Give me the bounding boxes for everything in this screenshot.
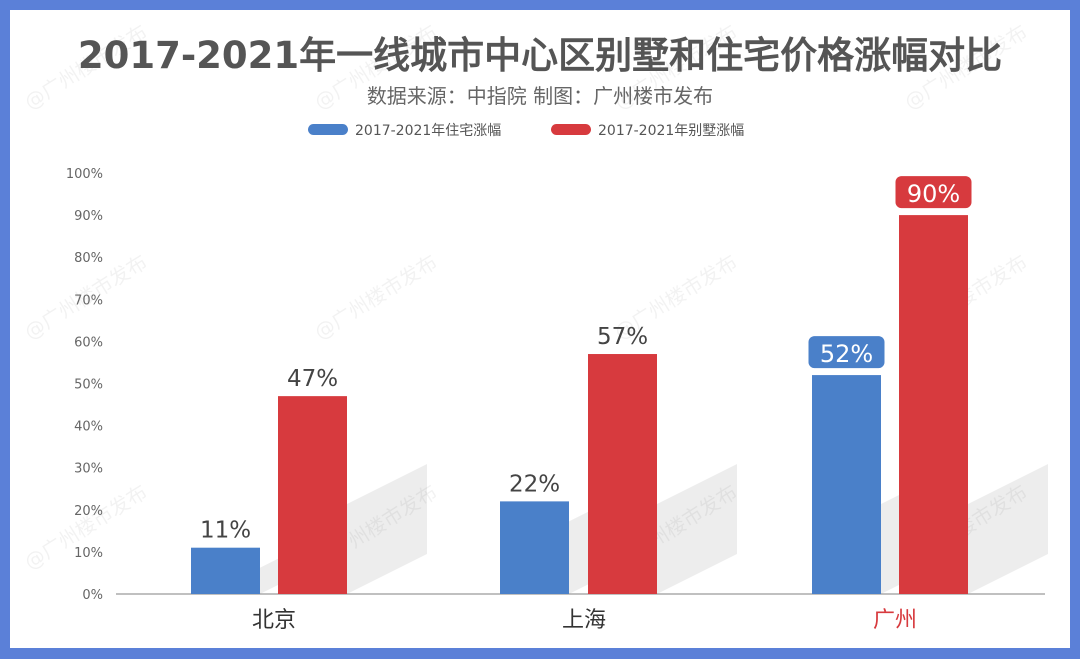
bar-residential: [500, 501, 569, 594]
value-label: 52%: [820, 340, 873, 368]
chart-title: 2017-2021年一线城市中心区别墅和住宅价格涨幅对比: [78, 34, 1002, 77]
chart-card: @广州楼市发布 @广州楼市发布 @广州楼市发布 @广州楼市发布 @广州楼市发布 @广州楼市…: [10, 10, 1070, 648]
watermark-text: @广州楼市发布: [310, 250, 441, 345]
y-tick-label: 10%: [74, 546, 103, 561]
x-category-label: 广州: [873, 608, 917, 633]
bars: [191, 215, 968, 594]
legend-label-residential: 2017-2021年住宅涨幅: [355, 123, 501, 139]
legend-swatch-residential: [308, 124, 348, 135]
y-tick-label: 80%: [74, 251, 103, 266]
value-labels: 11% 22% 52% 47% 57% 90%: [200, 176, 972, 544]
chart-subtitle: 数据来源：中指院 制图：广州楼市发布: [367, 84, 713, 108]
bar-shadow: [968, 464, 1048, 594]
value-label: 11%: [200, 518, 251, 544]
y-tick-label: 30%: [74, 462, 103, 477]
y-tick-label: 40%: [74, 420, 103, 435]
bar-villa: [588, 354, 657, 594]
x-category-label: 北京: [252, 608, 296, 633]
bar-villa: [278, 396, 347, 594]
value-label-badge: [895, 176, 972, 209]
bar-villa: [899, 215, 968, 594]
y-tick-label: 0%: [82, 588, 103, 603]
value-label: 57%: [597, 324, 648, 350]
y-tick-label: 60%: [74, 335, 103, 350]
y-tick-label: 100%: [66, 167, 103, 182]
legend-swatch-villa: [551, 124, 591, 135]
y-tick-label: 50%: [74, 378, 103, 393]
x-axis: 北京 上海 广州: [252, 608, 917, 633]
value-label: 22%: [509, 471, 560, 497]
bar-residential: [191, 547, 260, 594]
bar-shadow: [347, 464, 427, 594]
x-category-label: 上海: [562, 608, 606, 633]
value-label-badge: [808, 336, 885, 369]
bar-residential: [812, 375, 881, 594]
bar-chart: @广州楼市发布 @广州楼市发布 @广州楼市发布 @广州楼市发布@广州楼市发布 @广州楼市…: [20, 20, 1048, 633]
legend: 2017-2021年住宅涨幅 2017-2021年别墅涨幅: [308, 123, 744, 139]
legend-label-villa: 2017-2021年别墅涨幅: [598, 123, 744, 139]
y-axis: 0% 10% 20% 30% 40% 50% 60% 70% 80% 90% 100%: [66, 167, 103, 603]
y-tick-label: 20%: [74, 504, 103, 519]
y-tick-label: 90%: [74, 209, 103, 224]
value-label: 47%: [287, 366, 338, 392]
bar-shadow: [657, 464, 737, 594]
value-label: 90%: [907, 180, 960, 208]
y-tick-label: 70%: [74, 293, 103, 308]
